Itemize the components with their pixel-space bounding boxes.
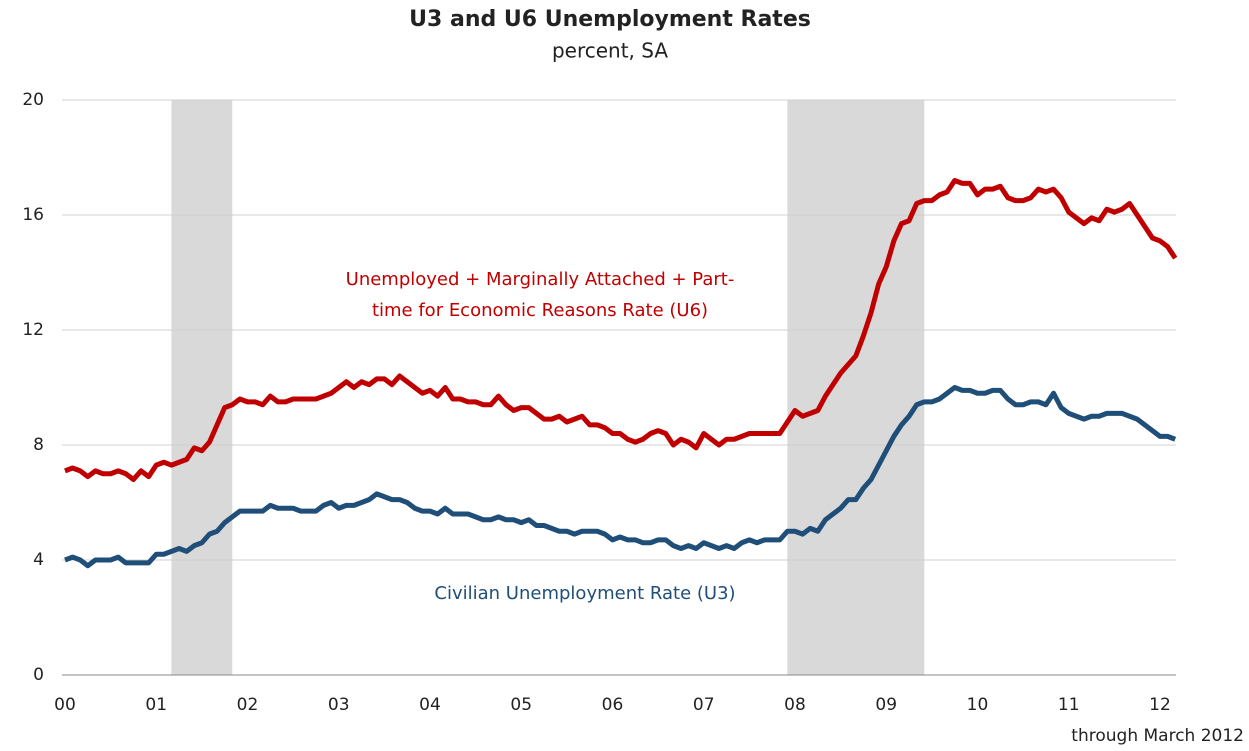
x-tick-label: 09 (875, 695, 897, 715)
x-tick-label: 11 (1058, 695, 1080, 715)
x-tick-label: 00 (54, 695, 76, 715)
x-tick-label: 01 (145, 695, 167, 715)
series-label: Unemployed + Marginally Attached + Part- (346, 269, 735, 290)
series-label: Civilian Unemployment Rate (U3) (434, 583, 735, 604)
y-tick-label: 4 (33, 550, 44, 570)
chart-subtitle: percent, SA (552, 39, 668, 63)
x-tick-label: 07 (693, 695, 715, 715)
chart-title: U3 and U6 Unemployment Rates (409, 7, 811, 32)
y-tick-label: 8 (33, 435, 44, 455)
x-tick-label: 03 (328, 695, 350, 715)
x-tick-label: 10 (967, 695, 989, 715)
series-label: time for Economic Reasons Rate (U6) (372, 300, 708, 321)
x-tick-label: 06 (602, 695, 624, 715)
y-tick-label: 16 (22, 205, 44, 225)
x-tick-label: 04 (419, 695, 441, 715)
note: through March 2012 (1071, 726, 1244, 746)
y-tick-label: 0 (33, 665, 44, 685)
recession-shade (171, 100, 233, 675)
y-tick-label: 12 (22, 320, 44, 340)
x-tick-label: 08 (784, 695, 806, 715)
x-tick-label: 05 (510, 695, 532, 715)
recession-shade (787, 100, 925, 675)
series-line (64, 385, 1177, 569)
series-line (64, 178, 1178, 482)
x-tick-label: 02 (237, 695, 259, 715)
x-tick-label: 12 (1149, 695, 1171, 715)
y-tick-label: 20 (22, 90, 44, 110)
